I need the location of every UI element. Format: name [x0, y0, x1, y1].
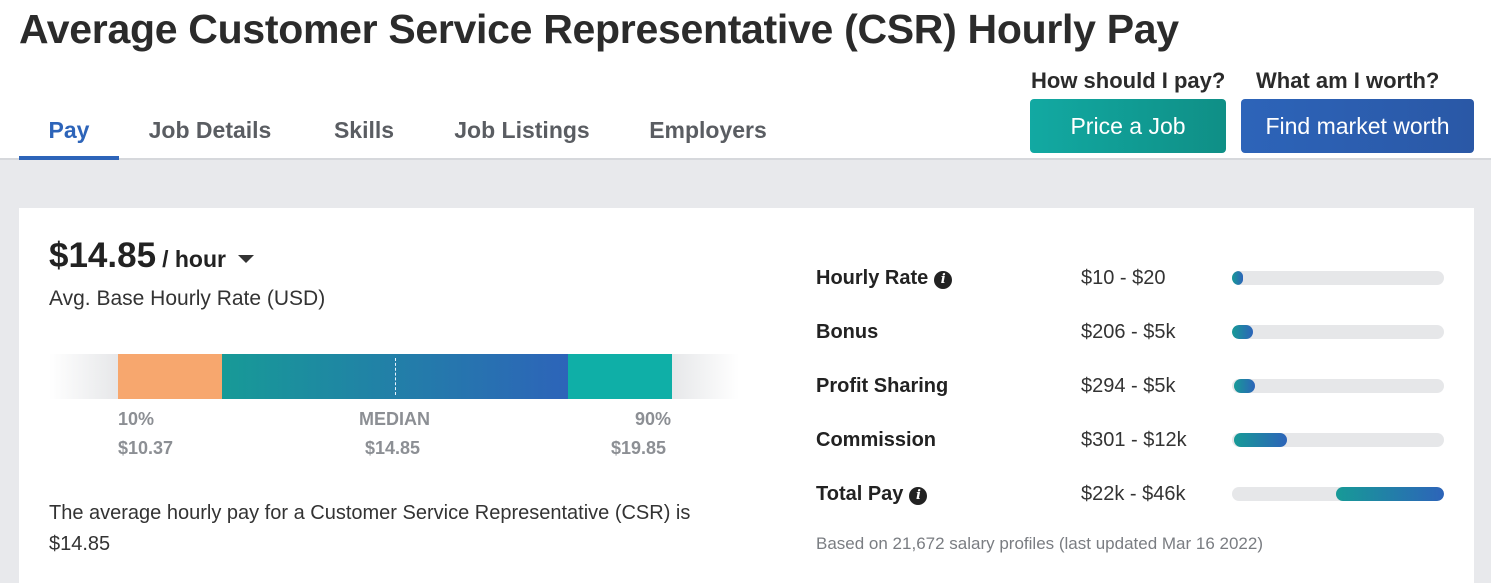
page-title: Average Customer Service Representative …: [19, 6, 1179, 52]
page-header: Average Customer Service Representative …: [0, 0, 1491, 160]
breakdown-label: Profit Sharing: [816, 375, 949, 397]
breakdown-row-commission: Commission $301 - $12k: [816, 427, 1446, 457]
median-marker: [395, 358, 396, 395]
range-segment-low: [118, 354, 222, 399]
breakdown-track: [1232, 271, 1444, 285]
breakdown-track: [1232, 325, 1444, 339]
rate-unit: / hour: [162, 246, 226, 272]
price-question: How should I pay?: [1031, 68, 1226, 93]
range-fade-left: [49, 354, 119, 399]
tab-pay[interactable]: Pay: [19, 100, 119, 160]
breakdown-range: $206 - $5k: [1081, 321, 1176, 343]
breakdown-fill: [1234, 379, 1256, 393]
range-segment-high: [568, 354, 672, 399]
breakdown-track: [1232, 433, 1444, 447]
breakdown-fill: [1232, 325, 1254, 339]
median-label: MEDIAN: [359, 409, 430, 429]
breakdown-label: Commission: [816, 429, 937, 451]
breakdown-track: [1232, 379, 1444, 393]
range-fade-right: [671, 354, 739, 399]
price-a-job-button[interactable]: Price a Job: [1030, 99, 1226, 153]
rate-caption: Avg. Base Hourly Rate (USD): [49, 287, 326, 310]
p90-value: $19.85: [611, 438, 667, 458]
p10-label: 10%: [118, 409, 155, 429]
info-icon[interactable]: i: [909, 487, 928, 505]
avg-rate-value: $14.85: [49, 236, 157, 275]
breakdown-fill: [1232, 271, 1243, 285]
data-footnote: Based on 21,672 salary profiles (last up…: [816, 534, 1263, 553]
p10-value: $10.37: [118, 438, 174, 458]
breakdown-fill: [1335, 487, 1444, 501]
pay-description: The average hourly pay for a Customer Se…: [49, 502, 691, 555]
breakdown-row-bonus: Bonus $206 - $5k: [816, 319, 1446, 349]
pay-card: $14.85/ hour Avg. Base Hourly Rate (USD)…: [19, 208, 1474, 583]
breakdown-track: [1232, 487, 1444, 501]
worth-question: What am I worth?: [1256, 68, 1440, 93]
breakdown-label: Hourly Rate: [816, 267, 929, 289]
breakdown-range: $301 - $12k: [1081, 429, 1187, 451]
breakdown-row-hourly-rate: Hourly Rate i $10 - $20: [816, 265, 1446, 295]
breakdown-row-total-pay: Total Pay i $22k - $46k: [816, 481, 1446, 511]
caret-down-icon[interactable]: [237, 255, 254, 263]
info-icon[interactable]: i: [934, 271, 953, 289]
tab-job-listings[interactable]: Job Listings: [454, 117, 590, 143]
breakdown-label: Bonus: [816, 321, 879, 343]
breakdown-row-profit-sharing: Profit Sharing $294 - $5k: [816, 373, 1446, 403]
find-market-worth-button[interactable]: Find market worth: [1241, 99, 1474, 153]
breakdown-range: $294 - $5k: [1081, 375, 1176, 397]
rate-summary: $14.85/ hour: [49, 236, 254, 276]
breakdown-range: $22k - $46k: [1081, 483, 1186, 505]
p90-label: 90%: [635, 409, 672, 429]
median-value: $14.85: [365, 438, 421, 458]
tab-skills[interactable]: Skills: [333, 117, 395, 143]
breakdown-range: $10 - $20: [1081, 267, 1166, 289]
breakdown-label: Total Pay: [816, 483, 904, 505]
tab-employers[interactable]: Employers: [649, 117, 767, 143]
breakdown-fill: [1234, 433, 1288, 447]
pay-range-bar: [49, 354, 739, 399]
tab-job-details[interactable]: Job Details: [148, 117, 272, 143]
